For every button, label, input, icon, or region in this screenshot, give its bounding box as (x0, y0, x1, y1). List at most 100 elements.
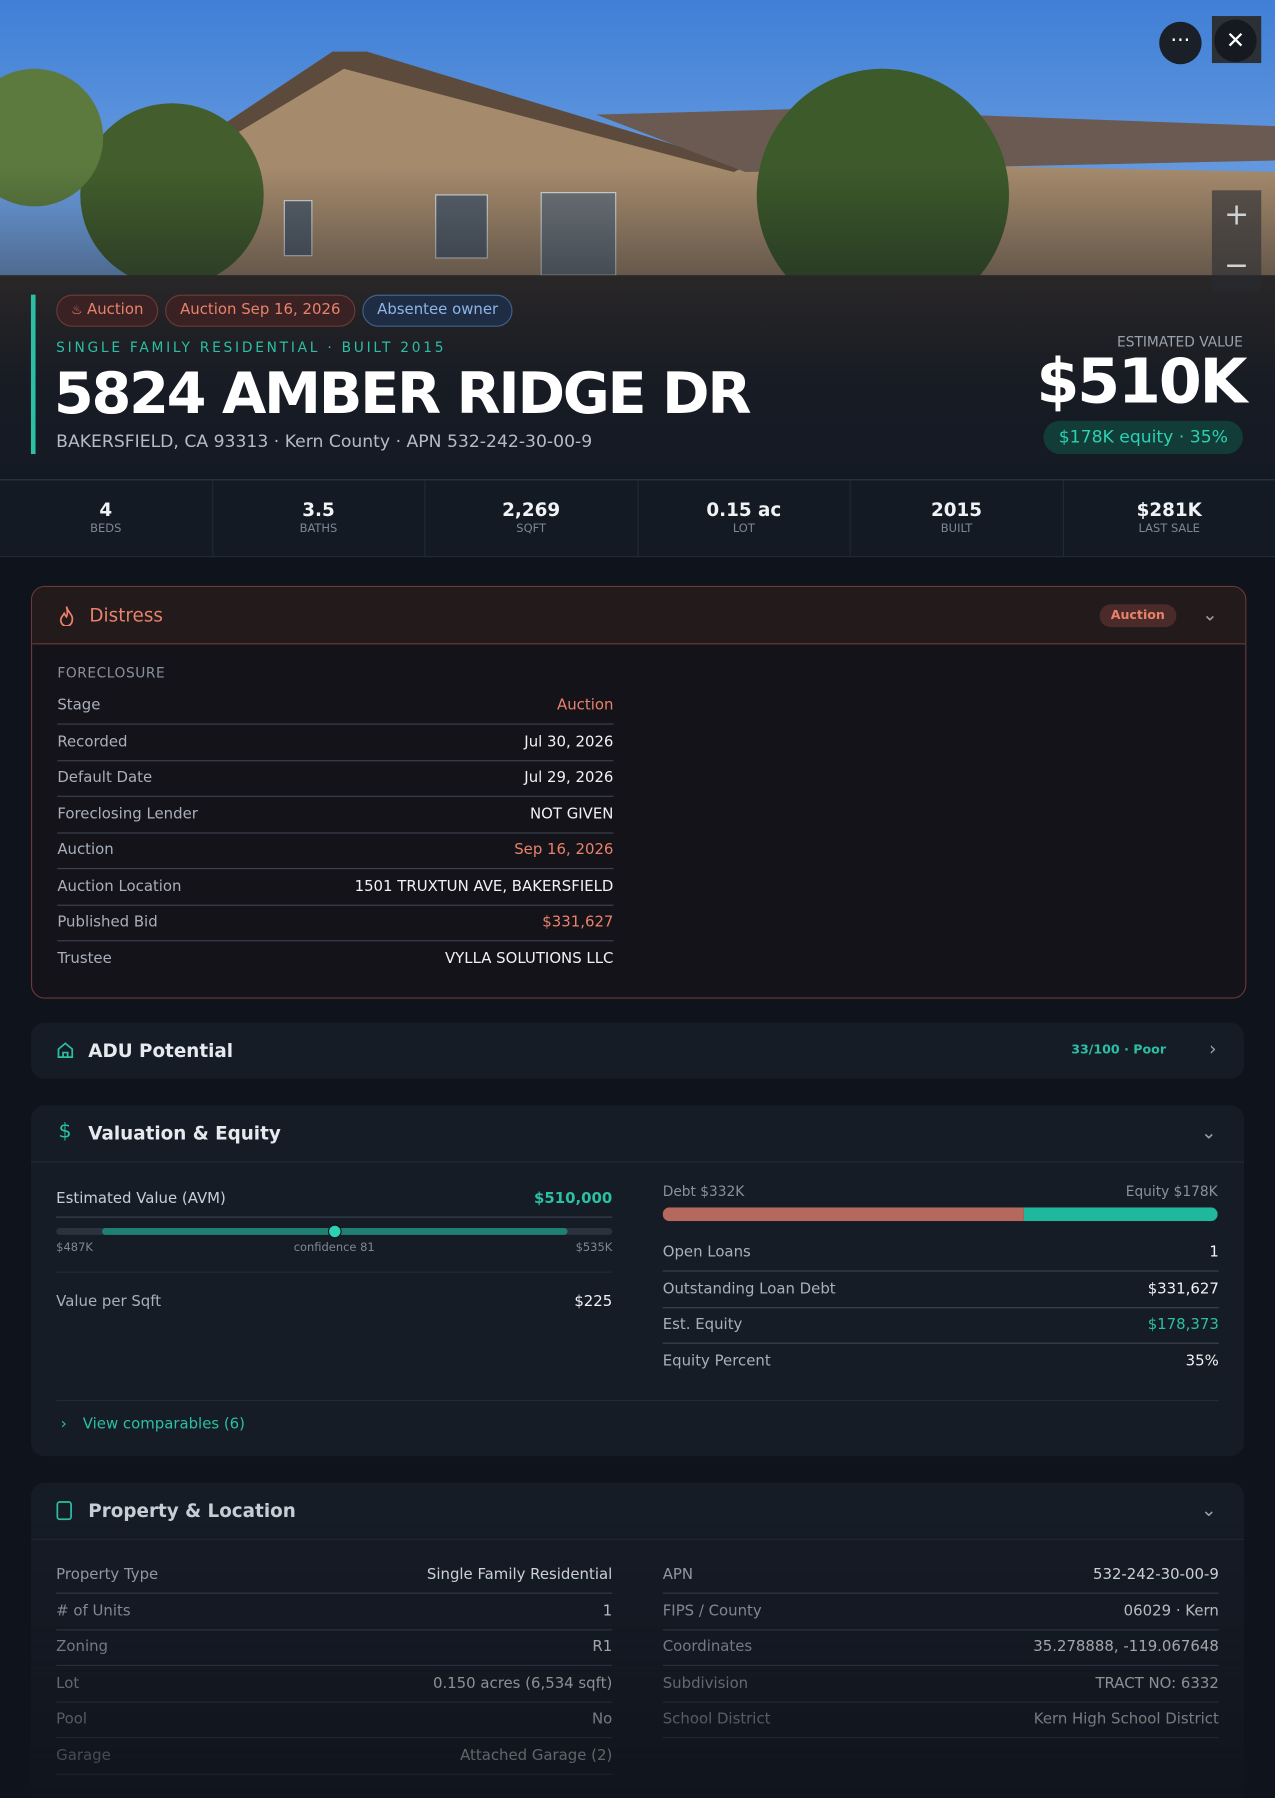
row: Equity Percent 35% (663, 1343, 1219, 1379)
row-value: 1 (1209, 1244, 1219, 1262)
stat: 3.5 BATHS (211, 480, 425, 557)
stat-value: 3.5 (302, 498, 335, 521)
row-value: 532-242-30-00-9 (1092, 1566, 1219, 1584)
chevron-right: › (1209, 1037, 1217, 1060)
range-low: $487K (56, 1241, 93, 1255)
row: Recorded Jul 30, 2026 (57, 724, 614, 761)
distress-header[interactable]: Distress Auction ⌄ (32, 587, 1246, 645)
row-label: Coordinates (662, 1638, 753, 1656)
equity-pill: $178K equity · 35% (1043, 420, 1243, 455)
row-value: Auction (557, 697, 614, 715)
row-value: TRACT NO: 6332 (1095, 1674, 1219, 1692)
location: BAKERSFIELD, CA 93313 · Kern County · AP… (56, 431, 593, 452)
row-label: FIPS / County (662, 1602, 762, 1620)
stat-label: LOT (732, 522, 755, 536)
row: Property Type Single Family Residential (56, 1557, 612, 1594)
chevron-down: ⌄ (1202, 603, 1218, 625)
accent-bar (30, 294, 36, 455)
row-value: Single Family Residential (426, 1566, 613, 1584)
row-label: Zoning (56, 1638, 109, 1656)
row-value: $510,000 (534, 1190, 613, 1208)
address: 5824 AMBER RIDGE DR (53, 360, 752, 427)
row-value: Jul 30, 2026 (524, 733, 614, 751)
row: FIPS / County 06029 · Kern (662, 1593, 1219, 1630)
row-value: $225 (574, 1293, 613, 1311)
row: School District Kern High School District (662, 1702, 1219, 1739)
row: Zoning R1 (56, 1629, 612, 1666)
stat: 2,269 SQFT (424, 480, 637, 557)
comparables-link[interactable]: › View comparables (6) (60, 1416, 245, 1434)
avm-row: Estimated Value (AVM) $510,000 (56, 1181, 612, 1218)
row-value: 06029 · Kern (1123, 1602, 1219, 1620)
row-value: $331,627 (542, 913, 614, 932)
stat: 4 BEDS (0, 480, 212, 556)
row-label: Subdivision (662, 1674, 749, 1692)
dollar-icon: $ (58, 1119, 72, 1144)
row-value: 0.150 acres (6,534 sqft) (432, 1674, 613, 1692)
row-value: $178,373 (1147, 1316, 1219, 1334)
stat: 2015 BUILT (849, 480, 1063, 557)
comparables-text: View comparables (6) (82, 1416, 245, 1434)
zoom-controls: + − (1211, 190, 1262, 292)
close-frame: ✕ (1211, 16, 1262, 64)
stat-label: BATHS (299, 522, 338, 536)
row-label: Published Bid (57, 913, 158, 932)
debt-equity-bar (662, 1207, 1218, 1222)
row-label: Outstanding Loan Debt (662, 1280, 836, 1298)
zoom-out[interactable]: − (1224, 248, 1250, 284)
flame-icon: ♨ (71, 302, 83, 318)
stat: $281K LAST SALE (1062, 480, 1275, 557)
badge: ♨ Auction (56, 294, 159, 327)
row: Auction Location 1501 TRUXTUN AVE, BAKERS… (57, 869, 614, 906)
row-label: APN (662, 1566, 694, 1584)
more-button[interactable]: ··· (1159, 21, 1202, 65)
equity-segment (1023, 1207, 1218, 1222)
row: Pool No (56, 1702, 612, 1739)
distress-badge: Auction (1099, 604, 1177, 628)
row-label: Recorded (57, 733, 128, 751)
stat-value: 0.15 ac (706, 498, 782, 521)
badge: Absentee owner (362, 294, 514, 327)
row-value: NOT GIVEN (529, 805, 614, 823)
valuation-header[interactable]: $ Valuation & Equity ⌄ (30, 1105, 1245, 1163)
adu-card[interactable]: ADU Potential 33/100 · Poor › (30, 1022, 1245, 1079)
valuation-title: Valuation & Equity (88, 1122, 281, 1145)
row-label: Open Loans (662, 1244, 751, 1262)
chevron-down: ⌄ (1201, 1121, 1217, 1144)
home-icon (57, 1042, 74, 1059)
row: Auction Sep 16, 2026 (57, 832, 614, 870)
row-label: Value per Sqft (56, 1293, 162, 1311)
subtitle: SINGLE FAMILY RESIDENTIAL · BUILT 2015 (56, 339, 447, 356)
row-value: 1501 TRUXTUN AVE, BAKERSFIELD (354, 877, 614, 895)
row-label: Default Date (57, 769, 153, 787)
stat-value: $281K (1136, 498, 1202, 521)
row-label: Pool (56, 1710, 88, 1728)
stats-bar: 4 BEDS 3.5 BATHS 2,269 SQFT 0.15 ac LOT 2015 BUIL… (0, 479, 1275, 558)
row-label: Property Type (56, 1566, 159, 1584)
estimate-label: ESTIMATED VALUE (1117, 333, 1243, 350)
row-label: Est. Equity (662, 1316, 743, 1334)
row: Est. Equity $178,373 (662, 1307, 1219, 1344)
adu-score: 33/100 · Poor (1071, 1042, 1167, 1058)
range-marker (327, 1224, 342, 1239)
row-value: Sep 16, 2026 (514, 841, 614, 859)
row: Published Bid $331,627 (57, 905, 614, 942)
adu-title: ADU Potential (88, 1039, 234, 1062)
row-label: Stage (57, 697, 101, 715)
close-button[interactable]: ✕ (1214, 19, 1257, 62)
row-value: 1 (602, 1602, 613, 1620)
row-label: Trustee (57, 949, 112, 968)
confidence: confidence 81 (293, 1241, 375, 1255)
estimate: $510K (1036, 345, 1247, 418)
valuation-card: $ Valuation & Equity ⌄ Estimated Value (… (30, 1105, 1245, 1457)
range-labels: $487K confidence 81 $535K (56, 1242, 612, 1255)
divider (56, 1399, 1219, 1402)
badges: ♨ Auction Auction Sep 16, 2026 Absentee own… (56, 294, 520, 327)
flame-icon (59, 606, 74, 627)
zoom-in[interactable]: + (1224, 198, 1250, 233)
row: Foreclosing Lender NOT GIVEN (57, 796, 614, 833)
row-label: Auction Location (57, 877, 182, 895)
debt-label: Debt $332K (662, 1183, 745, 1200)
property-header[interactable]: Property & Location ⌄ (30, 1483, 1245, 1540)
row: Subdivision TRACT NO: 6332 (662, 1665, 1219, 1703)
